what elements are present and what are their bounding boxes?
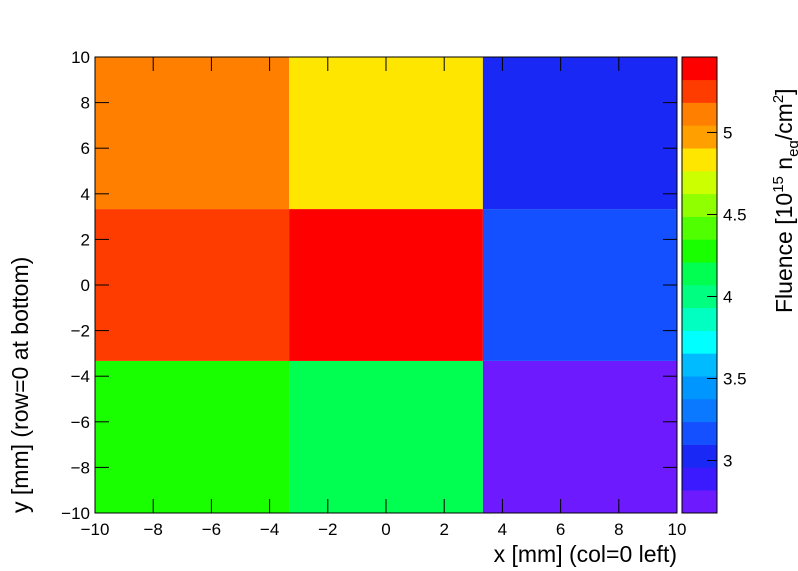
colorbar-swatch bbox=[682, 125, 717, 149]
x-tick-label: −2 bbox=[318, 520, 337, 539]
heatmap-cell bbox=[95, 360, 290, 513]
y-tick-label: 10 bbox=[71, 48, 90, 67]
heatmap-cell bbox=[95, 57, 290, 210]
x-tick-label: −4 bbox=[260, 520, 279, 539]
y-tick-label: 6 bbox=[81, 139, 90, 158]
label-sup: 2 bbox=[770, 95, 787, 103]
colorbar-swatch bbox=[682, 490, 717, 514]
colorbar-swatch bbox=[682, 193, 717, 217]
z-tick-label: 3 bbox=[723, 452, 732, 471]
y-tick-label: 2 bbox=[81, 230, 90, 249]
y-tick-label: 4 bbox=[81, 185, 90, 204]
colorbar-swatch bbox=[682, 421, 717, 445]
colorbar-swatch bbox=[682, 307, 717, 331]
colorbar-swatch bbox=[682, 102, 717, 126]
y-tick-label: 0 bbox=[81, 276, 90, 295]
heatmap-cell bbox=[482, 57, 677, 210]
heatmap-cell bbox=[289, 57, 483, 210]
x-tick-label: −10 bbox=[81, 520, 110, 539]
y-tick-label: −8 bbox=[71, 458, 90, 477]
colorbar-frame bbox=[681, 56, 718, 514]
label-sub: eq bbox=[785, 140, 798, 157]
colorbar-swatch bbox=[682, 216, 717, 240]
x-tick-label: 4 bbox=[498, 520, 507, 539]
y-tick-label: −10 bbox=[61, 504, 90, 523]
y-tick-label: −6 bbox=[71, 413, 90, 432]
y-tick-label: 8 bbox=[81, 94, 90, 113]
colorbar-title: Fluence [1015 neq/cm2] bbox=[770, 88, 798, 313]
z-tick-label: 3.5 bbox=[723, 369, 747, 388]
colorbar-swatch bbox=[682, 239, 717, 263]
heatmap-cell bbox=[289, 360, 483, 513]
x-tick-label: 2 bbox=[439, 520, 448, 539]
y-tick-label: −2 bbox=[71, 322, 90, 341]
heatmap-cell bbox=[289, 209, 483, 361]
heatmap-cell bbox=[482, 209, 677, 361]
colorbar-swatch bbox=[682, 148, 717, 172]
label-sup: 15 bbox=[770, 176, 787, 193]
colorbar-swatch bbox=[682, 285, 717, 309]
z-tick-label: 4 bbox=[723, 287, 732, 306]
colorbar-swatch bbox=[682, 399, 717, 423]
colorbar-swatch bbox=[682, 330, 717, 354]
x-tick-label: 10 bbox=[668, 520, 687, 539]
colorbar-swatch bbox=[682, 467, 717, 491]
x-tick-label: −6 bbox=[202, 520, 221, 539]
x-tick-label: −8 bbox=[144, 520, 163, 539]
y-axis-title: y [mm] (row=0 at bottom) bbox=[7, 257, 33, 513]
x-tick-label: 8 bbox=[614, 520, 623, 539]
x-axis-title: x [mm] (col=0 left) bbox=[494, 541, 677, 567]
colorbar-swatch bbox=[682, 79, 717, 103]
z-tick-label: 4.5 bbox=[723, 205, 747, 224]
colorbar-swatch bbox=[682, 376, 717, 400]
label-part: n bbox=[771, 157, 797, 176]
x-tick-label: 6 bbox=[556, 520, 565, 539]
heatmap-cell bbox=[482, 360, 677, 513]
label-part: /cm bbox=[771, 103, 797, 140]
colorbar-swatch bbox=[682, 57, 717, 81]
colorbar-swatch bbox=[682, 262, 717, 286]
colorbar-swatch bbox=[682, 444, 717, 468]
colorbar-swatch bbox=[682, 353, 717, 377]
x-tick-label: 0 bbox=[381, 520, 390, 539]
label-part: ] bbox=[771, 88, 797, 94]
z-tick-label: 5 bbox=[723, 123, 732, 142]
label-part: Fluence [10 bbox=[771, 193, 797, 313]
colorbar-swatch bbox=[682, 171, 717, 195]
y-tick-label: −4 bbox=[71, 367, 90, 386]
heatmap-cell bbox=[95, 209, 290, 361]
